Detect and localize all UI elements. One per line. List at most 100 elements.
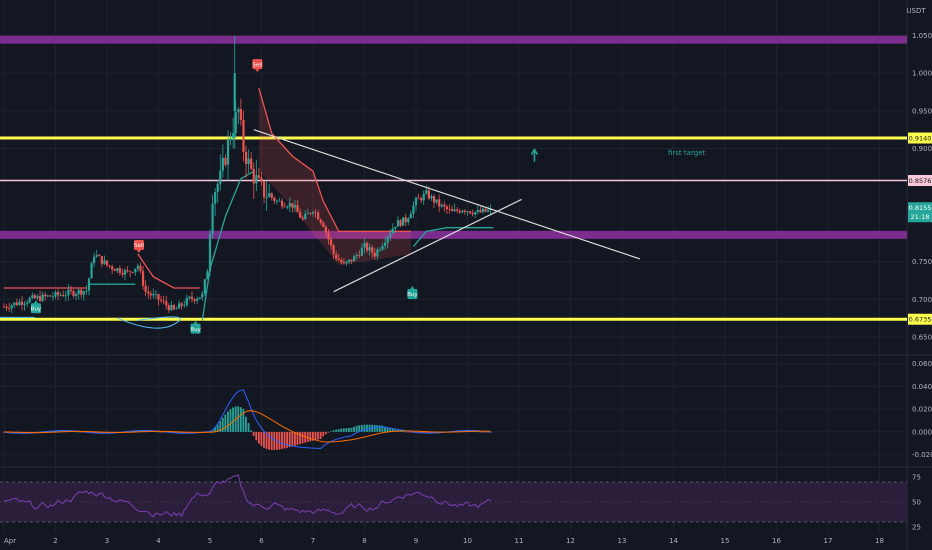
time-tick-label: 12 — [566, 537, 575, 545]
time-tick-label: 6 — [259, 537, 264, 545]
time-tick-label: 7 — [311, 537, 315, 545]
macd-histogram-bar — [268, 431, 271, 450]
candle-body — [342, 262, 345, 264]
supply-zone — [0, 230, 907, 239]
macd-histogram-bar — [402, 431, 404, 432]
candle-body — [296, 205, 299, 213]
signal-label: Buy — [407, 292, 418, 298]
candle-body — [33, 295, 36, 299]
time-tick-label: Apr — [4, 537, 16, 545]
macd-histogram-bar — [330, 431, 332, 432]
candle-body — [291, 203, 294, 208]
price-level-tag — [908, 132, 932, 144]
candle-body — [487, 210, 490, 212]
macd-histogram-bar — [221, 417, 224, 432]
candle-body — [64, 295, 67, 297]
supertrend-up — [201, 170, 255, 321]
candle-body — [440, 204, 443, 207]
macd-histogram-bar — [409, 431, 412, 433]
macd-histogram-bar — [57, 430, 59, 432]
time-axis[interactable]: Apr 2 3 4 5 6 7 8 9 10 11 12 13 14 15 16 17 18 — [4, 537, 884, 545]
buy-signal — [407, 288, 418, 299]
supertrend-indicator — [4, 88, 494, 321]
macd-histogram-bar — [59, 430, 62, 432]
candle-body — [234, 112, 237, 134]
candle-body — [108, 265, 111, 267]
price-level-label: 0.9140 — [909, 135, 932, 143]
macd-histogram-bar — [98, 431, 101, 434]
macd-histogram-bar — [252, 431, 255, 436]
macd-histogram-bar — [255, 431, 258, 441]
candle-body — [314, 212, 317, 213]
macd-histogram-bar — [247, 423, 250, 432]
price-level-tag — [908, 175, 932, 187]
candle-body — [350, 259, 353, 262]
macd-histogram-bar — [219, 421, 222, 432]
supertrend-down — [137, 253, 200, 289]
candle-body — [363, 243, 366, 248]
supertrend-up — [412, 227, 494, 247]
candle-body — [425, 190, 428, 194]
macd-histogram-bar — [430, 431, 433, 434]
macd-histogram-bar — [283, 431, 286, 449]
candle-body — [75, 294, 78, 296]
macd-histogram-bar — [376, 425, 379, 432]
candle-body — [288, 203, 291, 207]
candle-body — [85, 290, 88, 292]
candle-body — [427, 190, 430, 199]
candle-body — [170, 304, 173, 311]
macd-histogram-bar — [355, 425, 358, 432]
macd-histogram-bar — [378, 425, 381, 432]
candle-body — [93, 256, 96, 264]
candle-body — [224, 157, 227, 165]
candle-body — [474, 211, 477, 215]
macd-histogram-bar — [322, 431, 325, 437]
signal-markers: Buy Sell Buy Sell Buy — [30, 59, 418, 334]
candle-body — [286, 206, 289, 208]
rsi-pane — [0, 473, 907, 523]
candle-body — [80, 289, 83, 295]
macd-histogram-bar — [479, 431, 482, 433]
macd-histogram-bar — [3, 431, 5, 433]
candle-body — [394, 226, 397, 229]
candle-body — [443, 204, 446, 207]
candle-body — [141, 271, 145, 286]
buy-signal — [30, 303, 41, 314]
macd-histogram-bar — [229, 409, 232, 432]
candle-body — [56, 292, 60, 296]
candle-body — [214, 192, 217, 204]
candle-body — [247, 158, 250, 165]
macd-histogram-bar — [293, 431, 296, 446]
macd-histogram-bar — [381, 425, 384, 432]
candle-body — [242, 119, 245, 153]
macd-histogram-bar — [358, 425, 361, 432]
candle-body — [311, 212, 315, 214]
candle-body — [134, 268, 137, 273]
candle-body — [471, 213, 474, 215]
candle-body — [373, 252, 376, 257]
price-candles — [2, 35, 492, 314]
time-tick-label: 4 — [156, 537, 161, 545]
candle-body — [193, 299, 196, 301]
macd-histogram-bar — [286, 431, 289, 448]
signal-pointer — [136, 250, 141, 254]
macd-histogram-bar — [324, 431, 327, 435]
candle-body — [335, 254, 338, 259]
macd-histogram-bar — [407, 431, 410, 433]
time-tick-label: 16 — [772, 537, 781, 545]
candle-body — [18, 301, 21, 306]
candle-body — [111, 266, 114, 270]
macd-histogram-bar — [337, 429, 340, 432]
candle-body — [23, 303, 26, 305]
macd-signal-line — [3, 410, 491, 443]
candle-body — [147, 291, 150, 294]
candle-body — [391, 228, 394, 234]
candle-body — [358, 255, 361, 256]
